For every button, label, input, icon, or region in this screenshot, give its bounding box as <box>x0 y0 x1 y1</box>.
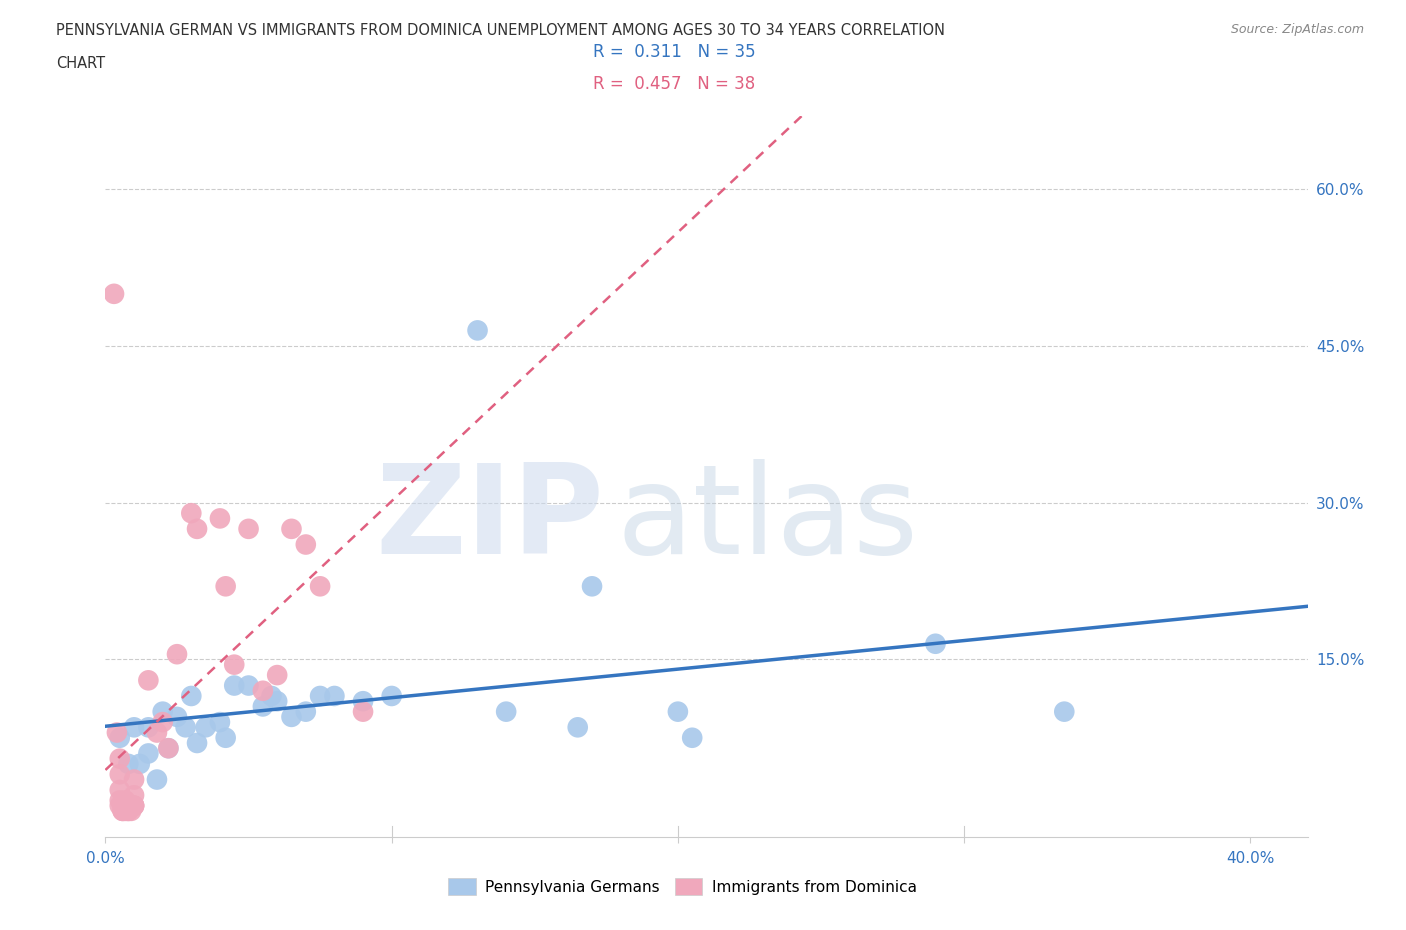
Point <box>224 678 246 693</box>
Point <box>567 720 589 735</box>
Point <box>108 782 131 797</box>
Point <box>352 704 374 719</box>
Point <box>146 725 169 740</box>
Point <box>924 636 946 651</box>
Point <box>681 730 703 745</box>
Point <box>467 323 489 338</box>
Point <box>186 736 208 751</box>
Point <box>186 522 208 537</box>
Point <box>128 756 150 771</box>
Point <box>238 678 260 693</box>
Point <box>152 704 174 719</box>
Point <box>214 578 236 593</box>
Point <box>122 788 145 803</box>
Point <box>666 704 689 719</box>
Point <box>1053 704 1076 719</box>
Point <box>266 694 288 709</box>
Point <box>120 804 142 818</box>
Point <box>352 694 374 709</box>
Point <box>252 699 274 714</box>
Point <box>166 646 188 661</box>
Text: PENNSYLVANIA GERMAN VS IMMIGRANTS FROM DOMINICA UNEMPLOYMENT AMONG AGES 30 TO 34: PENNSYLVANIA GERMAN VS IMMIGRANTS FROM D… <box>56 23 945 38</box>
Point <box>208 714 231 729</box>
Point <box>117 804 139 818</box>
Point <box>214 730 236 745</box>
Point <box>146 772 169 787</box>
Point <box>122 772 145 787</box>
Point <box>138 720 160 735</box>
Text: ZIP: ZIP <box>375 459 605 580</box>
Point <box>381 688 404 703</box>
Point <box>114 804 136 818</box>
Point <box>180 688 202 703</box>
Point <box>495 704 517 719</box>
Point <box>108 751 131 766</box>
Point <box>117 804 139 818</box>
Text: atlas: atlas <box>616 459 918 580</box>
Point <box>114 798 136 813</box>
Point <box>174 720 197 735</box>
Point <box>295 704 318 719</box>
Point <box>122 798 145 813</box>
Point <box>122 798 145 813</box>
Point <box>208 511 231 525</box>
Point <box>309 688 332 703</box>
Point <box>180 506 202 521</box>
Point <box>105 725 128 740</box>
Point <box>323 688 346 703</box>
Point <box>157 741 180 756</box>
Point <box>117 756 139 771</box>
Point <box>238 522 260 537</box>
Text: R =  0.311   N = 35: R = 0.311 N = 35 <box>593 43 756 61</box>
Point <box>111 804 134 818</box>
Legend: Pennsylvania Germans, Immigrants from Dominica: Pennsylvania Germans, Immigrants from Do… <box>443 871 922 901</box>
Point <box>138 673 160 688</box>
Point <box>295 538 318 552</box>
Point <box>108 767 131 782</box>
Point <box>138 746 160 761</box>
Point <box>108 793 131 808</box>
Point <box>122 720 145 735</box>
Point <box>266 668 288 683</box>
Point <box>114 793 136 808</box>
Point <box>581 578 603 593</box>
Point <box>309 578 332 593</box>
Point <box>122 798 145 813</box>
Point <box>111 804 134 818</box>
Point <box>280 710 302 724</box>
Point <box>224 658 246 672</box>
Text: CHART: CHART <box>56 56 105 71</box>
Text: R =  0.457   N = 38: R = 0.457 N = 38 <box>593 74 755 93</box>
Point <box>152 714 174 729</box>
Point <box>157 741 180 756</box>
Point <box>260 688 283 703</box>
Point <box>166 710 188 724</box>
Point <box>252 684 274 698</box>
Point <box>108 798 131 813</box>
Point <box>103 286 125 301</box>
Point <box>280 522 302 537</box>
Text: Source: ZipAtlas.com: Source: ZipAtlas.com <box>1230 23 1364 36</box>
Point <box>108 730 131 745</box>
Point <box>194 720 217 735</box>
Point <box>111 798 134 813</box>
